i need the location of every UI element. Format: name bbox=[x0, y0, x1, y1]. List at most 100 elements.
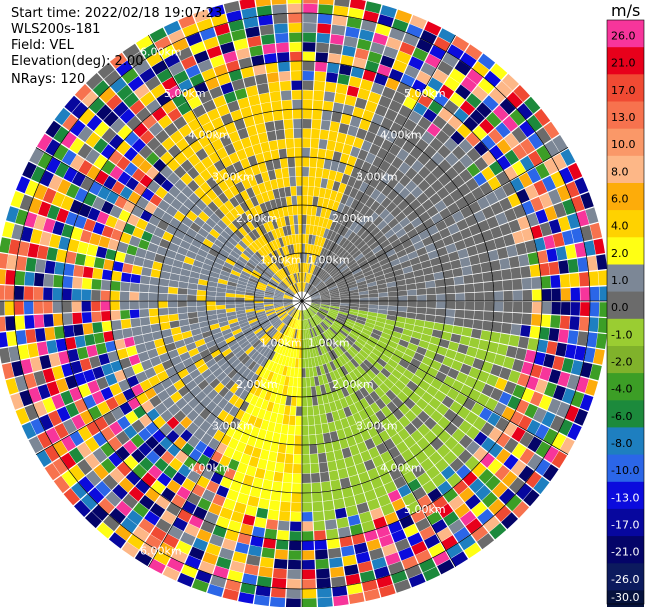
velocity-gate bbox=[305, 309, 310, 319]
velocity-gate bbox=[112, 329, 124, 341]
velocity-gate bbox=[77, 459, 93, 476]
velocity-gate bbox=[349, 371, 358, 382]
velocity-gate bbox=[120, 282, 131, 292]
velocity-gate bbox=[438, 84, 455, 100]
velocity-gate bbox=[431, 473, 446, 488]
velocity-gate bbox=[20, 226, 34, 242]
velocity-gate bbox=[469, 254, 480, 266]
velocity-gate bbox=[165, 249, 177, 259]
velocity-gate bbox=[219, 168, 230, 180]
velocity-gate bbox=[30, 418, 45, 435]
velocity-gate bbox=[321, 343, 328, 354]
velocity-gate bbox=[332, 233, 341, 243]
velocity-gate bbox=[527, 338, 539, 351]
velocity-gate bbox=[426, 123, 441, 137]
velocity-gate bbox=[495, 81, 513, 98]
velocity-gate bbox=[139, 301, 149, 309]
velocity-gate bbox=[157, 472, 172, 487]
velocity-gate bbox=[402, 32, 419, 47]
velocity-gate bbox=[264, 297, 274, 300]
velocity-gate bbox=[421, 131, 435, 145]
velocity-gate bbox=[403, 523, 419, 538]
velocity-gate bbox=[263, 151, 273, 162]
velocity-gate bbox=[325, 240, 333, 250]
velocity-gate bbox=[182, 391, 195, 403]
velocity-gate bbox=[196, 301, 207, 307]
velocity-gate bbox=[257, 331, 267, 340]
velocity-gate bbox=[593, 238, 605, 255]
velocity-gate bbox=[281, 236, 288, 247]
velocity-gate bbox=[275, 321, 283, 330]
velocity-gate bbox=[228, 394, 239, 406]
velocity-gate bbox=[192, 104, 207, 118]
velocity-gate bbox=[51, 393, 65, 410]
velocity-gate bbox=[542, 464, 559, 482]
velocity-gate bbox=[78, 160, 93, 176]
velocity-gate bbox=[188, 546, 205, 561]
velocity-gate bbox=[264, 430, 274, 442]
velocity-gate bbox=[300, 329, 302, 340]
velocity-gate bbox=[202, 263, 213, 271]
velocity-gate bbox=[115, 446, 131, 461]
velocity-gate bbox=[290, 348, 295, 358]
velocity-gate bbox=[144, 510, 160, 526]
velocity-gate bbox=[417, 116, 432, 131]
velocity-gate bbox=[271, 240, 279, 250]
velocity-gate bbox=[81, 493, 98, 511]
velocity-gate bbox=[330, 297, 340, 300]
velocity-gate bbox=[271, 577, 287, 589]
velocity-gate bbox=[360, 450, 372, 462]
velocity-gate bbox=[475, 485, 491, 501]
velocity-gate bbox=[276, 288, 285, 294]
velocity-gate bbox=[310, 463, 320, 474]
velocity-gate bbox=[156, 92, 172, 107]
velocity-gate bbox=[426, 294, 437, 301]
velocity-gate bbox=[312, 395, 318, 406]
velocity-gate bbox=[254, 341, 264, 351]
velocity-gate bbox=[212, 262, 224, 270]
velocity-gate bbox=[329, 210, 337, 221]
velocity-gate bbox=[315, 256, 322, 266]
velocity-gate bbox=[354, 389, 365, 401]
velocity-gate bbox=[365, 100, 378, 113]
velocity-gate bbox=[310, 453, 319, 464]
velocity-gate bbox=[456, 123, 472, 139]
velocity-gate bbox=[323, 91, 335, 102]
velocity-gate bbox=[512, 144, 528, 160]
velocity-gate bbox=[350, 167, 361, 179]
velocity-gate bbox=[326, 315, 335, 322]
velocity-gate bbox=[356, 502, 370, 514]
velocity-gate bbox=[118, 379, 131, 392]
velocity-gate bbox=[356, 352, 366, 362]
velocity-gate bbox=[459, 487, 475, 503]
velocity-gate bbox=[286, 265, 292, 275]
velocity-gate bbox=[63, 166, 78, 183]
velocity-gate bbox=[161, 328, 172, 338]
velocity-gate bbox=[290, 318, 295, 328]
velocity-gate bbox=[174, 152, 188, 165]
velocity-gate bbox=[473, 282, 484, 292]
velocity-gate bbox=[36, 133, 53, 152]
velocity-gate bbox=[263, 379, 271, 391]
velocity-gate bbox=[274, 261, 282, 270]
colorbar-tick-label: -8.0 bbox=[611, 437, 632, 450]
velocity-gate bbox=[14, 375, 28, 392]
velocity-gate bbox=[255, 265, 265, 273]
velocity-gate bbox=[381, 185, 393, 197]
velocity-gate bbox=[543, 121, 560, 139]
velocity-gate bbox=[503, 166, 518, 181]
velocity-gate bbox=[237, 169, 248, 181]
velocity-gate bbox=[65, 375, 78, 390]
velocity-gate bbox=[343, 495, 356, 508]
velocity-gate bbox=[212, 196, 224, 208]
velocity-gate bbox=[139, 309, 150, 318]
range-label: 6.00km bbox=[140, 46, 182, 59]
velocity-gate bbox=[317, 236, 323, 247]
velocity-gate bbox=[213, 353, 225, 363]
velocity-gate bbox=[180, 325, 191, 333]
velocity-gate bbox=[209, 378, 221, 389]
velocity-gate bbox=[116, 461, 132, 477]
velocity-gate bbox=[302, 579, 316, 589]
velocity-gate bbox=[314, 177, 322, 188]
velocity-gate bbox=[285, 277, 292, 286]
